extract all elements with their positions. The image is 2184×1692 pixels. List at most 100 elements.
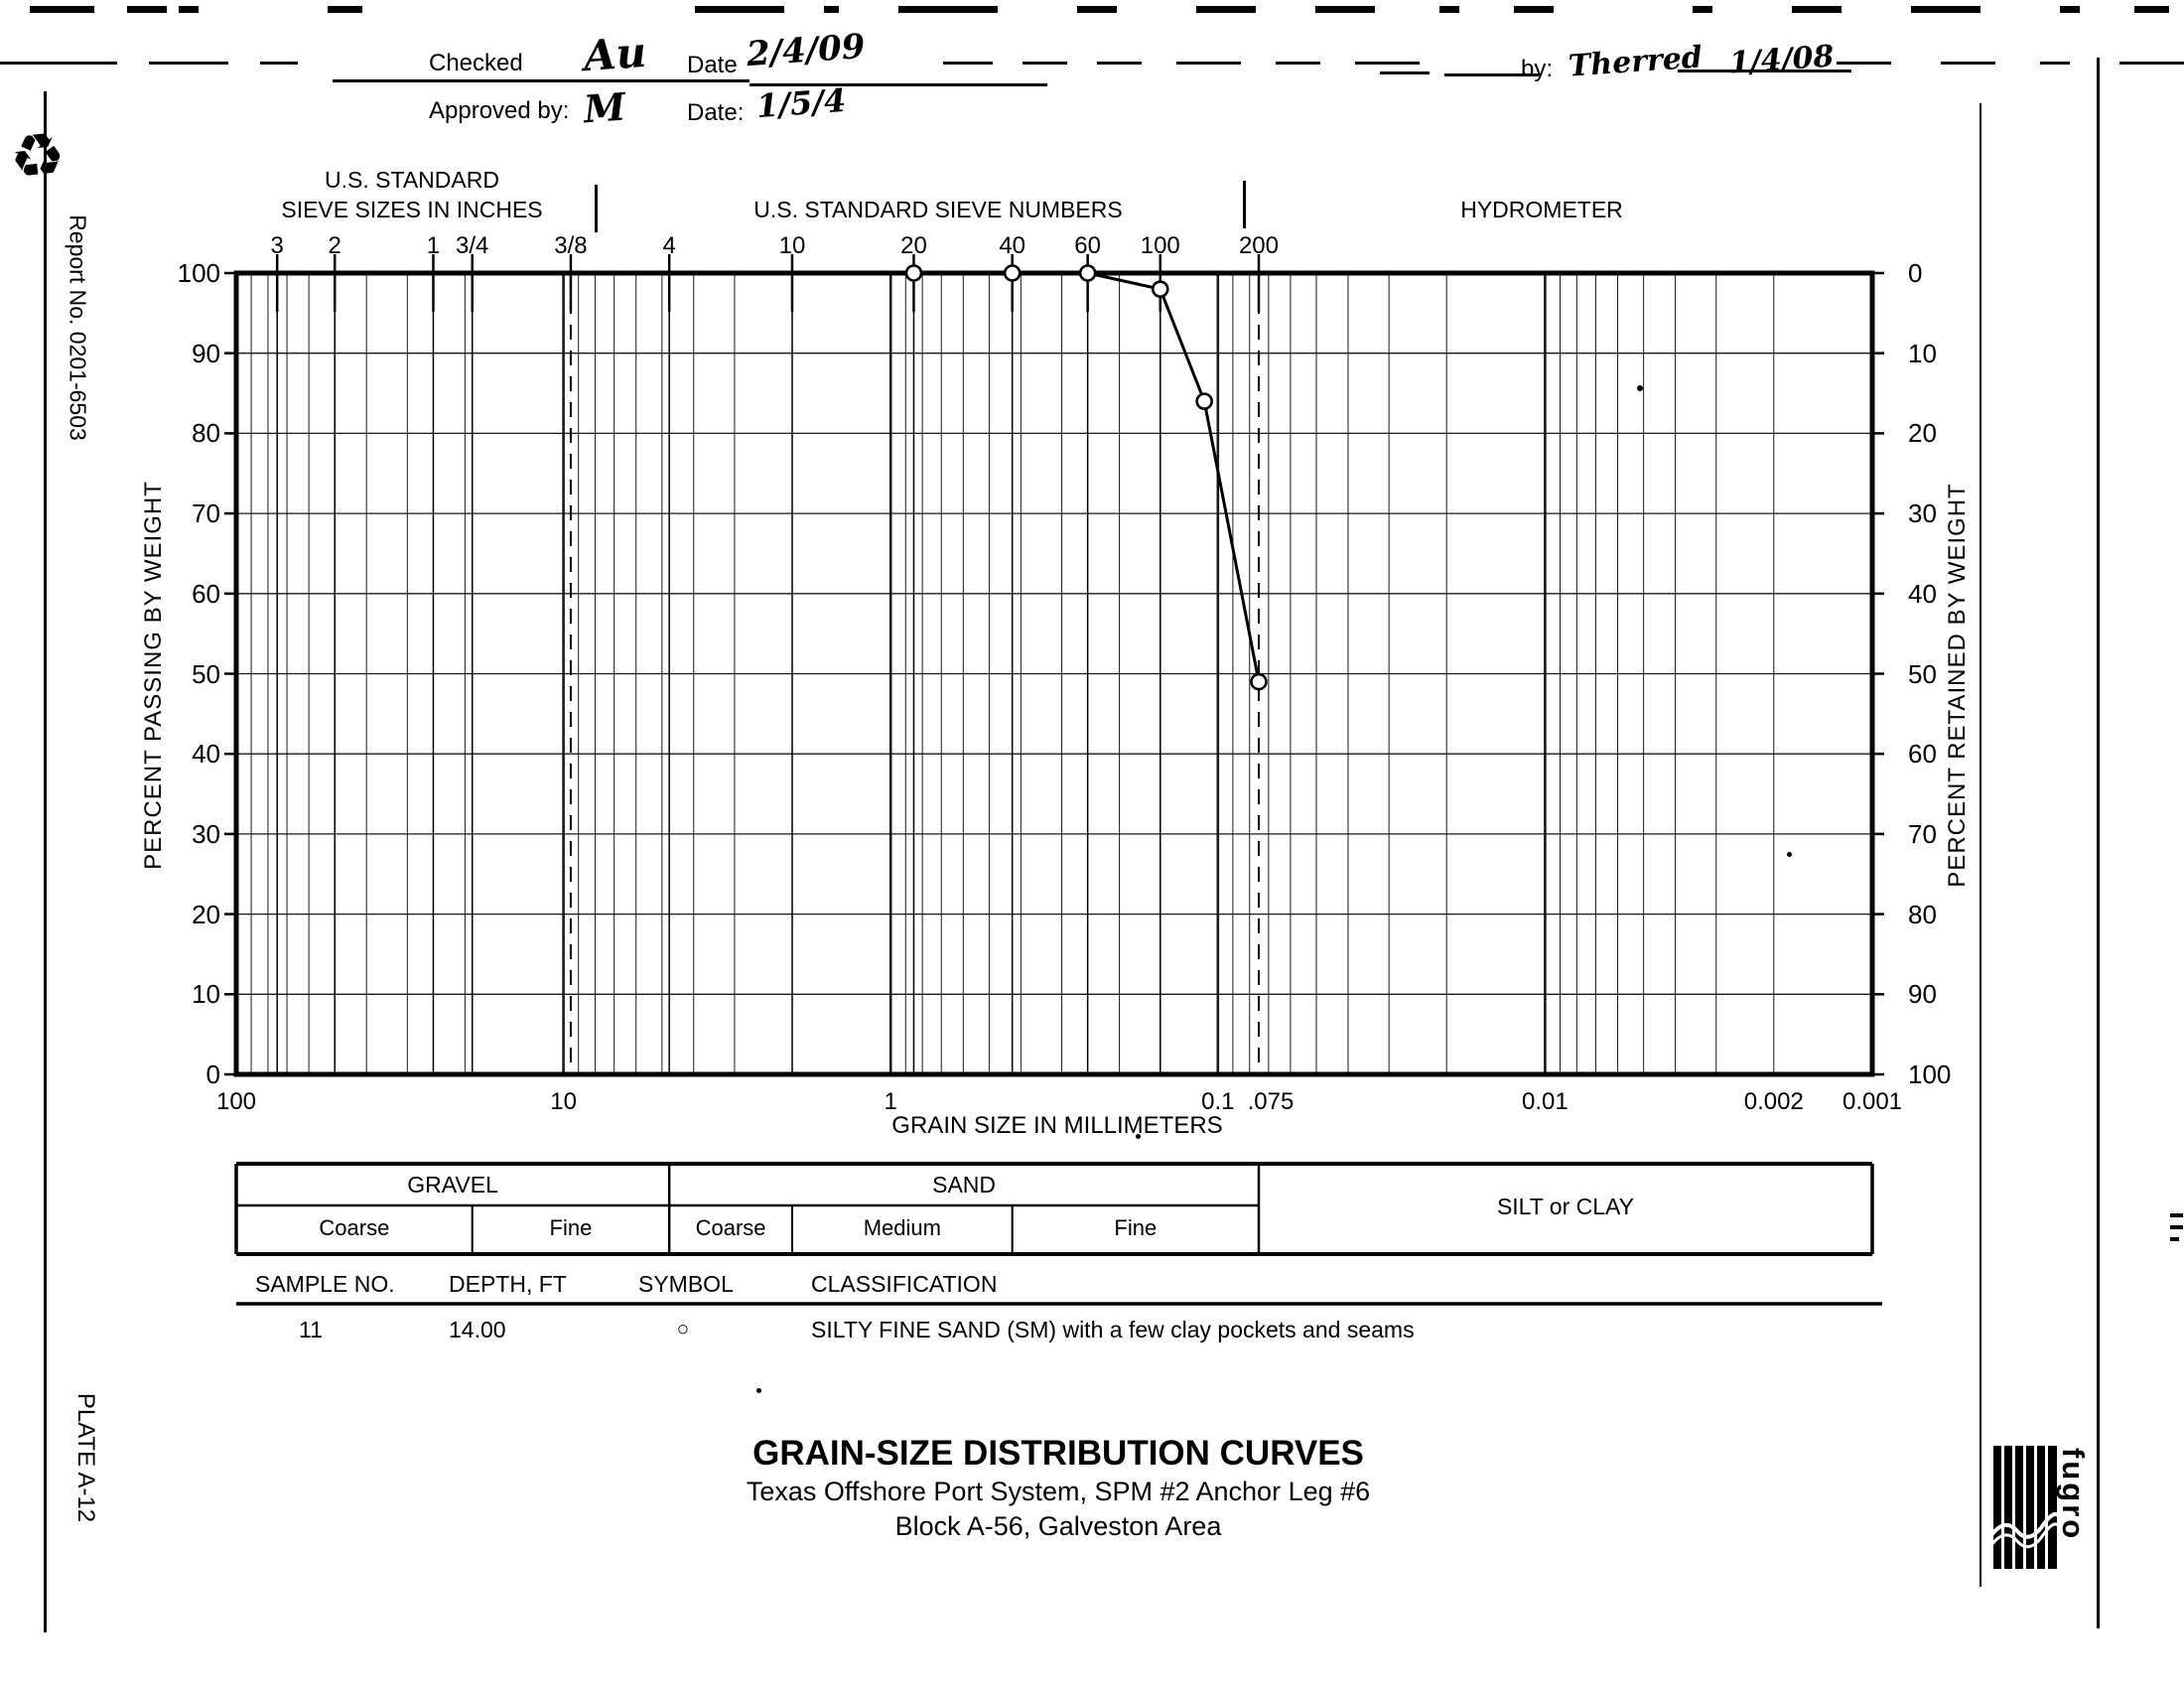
right-margin-line-inner — [1979, 103, 1981, 1587]
y-left-tick-70: 70 — [192, 498, 220, 529]
scan-mark — [1693, 6, 1712, 13]
scan-speck — [756, 1388, 761, 1393]
x-tick-0.002: 0.002 — [1743, 1088, 1804, 1115]
x-axis-title: GRAIN SIZE IN MILLIMETERS — [891, 1112, 1223, 1139]
y-left-tick-80: 80 — [192, 418, 220, 449]
symbol-value: ○ — [676, 1318, 690, 1340]
scan-speck — [1787, 852, 1792, 857]
x-tick-10: 10 — [550, 1088, 577, 1115]
y-right-tick-100: 100 — [1908, 1059, 1952, 1089]
scan-mark — [1355, 62, 1420, 65]
scan-mark — [2119, 62, 2184, 65]
sieve-label-2: 2 — [328, 232, 341, 259]
scan-mark — [328, 6, 362, 13]
scan-mark — [2060, 6, 2080, 13]
data-point-marker — [1195, 392, 1213, 410]
scan-mark — [750, 83, 1047, 86]
y-left-tick-20: 20 — [192, 899, 220, 929]
y-right-tick-40: 40 — [1908, 578, 1937, 609]
page-title: GRAIN-SIZE DISTRIBUTION CURVES — [752, 1434, 1364, 1473]
scan-mark — [0, 62, 117, 65]
scan-mark — [1276, 62, 1320, 65]
data-point-marker — [1078, 264, 1097, 282]
approved-label: Approved by: — [429, 97, 570, 124]
x-tick-1: 1 — [884, 1088, 897, 1115]
sieve-label-3: 3 — [270, 232, 284, 259]
page-subtitle-2: Block A-56, Galveston Area — [894, 1511, 1222, 1541]
y-left-tick-30: 30 — [192, 818, 220, 849]
sieve-label-1: 1 — [426, 232, 441, 259]
size-group-sand: SAND — [932, 1172, 997, 1198]
depth-value: 14.00 — [449, 1317, 506, 1342]
fugro-logo: fugro — [1991, 1446, 2091, 1569]
header-hydrometer: HYDROMETER — [1460, 197, 1623, 222]
scan-mark — [179, 6, 199, 13]
sieve-label-10: 10 — [778, 232, 806, 259]
scan-mark — [1196, 6, 1256, 13]
axis-ticks — [224, 271, 1884, 1076]
x-tick-0.01: 0.01 — [1522, 1088, 1569, 1115]
scan-mark — [30, 6, 94, 13]
size-subcol-0-coarse: Coarse — [319, 1215, 390, 1240]
y-right-tick-50: 50 — [1908, 658, 1937, 689]
scan-mark — [695, 6, 784, 13]
y-right-tick-80: 80 — [1908, 899, 1937, 929]
y-right-tick-20: 20 — [1908, 418, 1937, 449]
scan-mark — [2170, 1225, 2183, 1229]
sieve-label-4: 4 — [662, 232, 676, 259]
scan-mark — [1678, 70, 1851, 72]
scan-mark — [2040, 62, 2070, 65]
y-right-tick-60: 60 — [1908, 739, 1937, 770]
sieve-label-40: 40 — [999, 232, 1026, 259]
x-tick-0.001: 0.001 — [1842, 1088, 1903, 1115]
header-sieve-numbers: U.S. STANDARD SIEVE NUMBERS — [753, 197, 1123, 222]
scan-mark — [2170, 1237, 2179, 1241]
y-right-tick-0: 0 — [1908, 258, 1923, 288]
col-header-depth: DEPTH, FT — [449, 1271, 567, 1297]
scan-mark — [260, 62, 298, 65]
scan-mark — [1023, 62, 1067, 65]
scan-mark — [127, 6, 167, 13]
scan-mark — [1077, 6, 1117, 13]
x-tick-.075: .075 — [1247, 1088, 1295, 1115]
checked-label: Checked — [429, 50, 523, 76]
sieve-label-3-4: 3/4 — [456, 232, 489, 259]
sieve-label-200: 200 — [1238, 232, 1279, 259]
distribution-curve — [913, 271, 1261, 682]
header-us-standard: U.S. STANDARD — [325, 167, 499, 193]
scan-mark — [1941, 62, 1995, 65]
scan-mark — [333, 79, 750, 82]
data-point-marker — [1151, 280, 1169, 298]
y-right-tick-30: 30 — [1908, 498, 1937, 529]
size-group-gravel: GRAVEL — [407, 1172, 498, 1198]
y-right-tick-10: 10 — [1908, 338, 1937, 368]
scan-mark — [1176, 62, 1241, 65]
size-group-silt-or-clay: SILT or CLAY — [1496, 1194, 1635, 1219]
scan-mark — [943, 62, 993, 65]
col-header-symbol: SYMBOL — [638, 1271, 734, 1297]
scan-mark — [1514, 6, 1554, 13]
size-subcol-4-fine: Fine — [1114, 1215, 1158, 1240]
y-right-tick-90: 90 — [1908, 979, 1937, 1010]
date2-label: Date: — [687, 99, 745, 126]
scan-mark — [1380, 71, 1430, 74]
y-left-tick-100: 100 — [177, 258, 220, 288]
y-left-tick-90: 90 — [192, 338, 220, 368]
header-divider-right — [1243, 181, 1246, 228]
x-tick-0.1: 0.1 — [1201, 1088, 1235, 1115]
scan-speck — [1136, 1134, 1141, 1139]
header-sieve-sizes-inches: SIEVE SIZES IN INCHES — [281, 197, 543, 222]
sample-no-value: 11 — [299, 1317, 323, 1342]
page-subtitle-1: Texas Offshore Port System, SPM #2 Ancho… — [746, 1477, 1371, 1506]
data-point-marker — [904, 264, 923, 282]
y-left-tick-10: 10 — [192, 979, 220, 1010]
y-left-tick-0: 0 — [205, 1059, 220, 1089]
y-right-tick-70: 70 — [1908, 818, 1937, 849]
grid-lines — [236, 273, 1872, 1074]
scan-mark — [1837, 62, 1891, 65]
scan-mark — [1097, 62, 1142, 65]
col-header-classification: CLASSIFICATION — [811, 1271, 998, 1297]
sieve-label-100: 100 — [1140, 232, 1180, 259]
scan-mark — [2170, 1213, 2183, 1217]
